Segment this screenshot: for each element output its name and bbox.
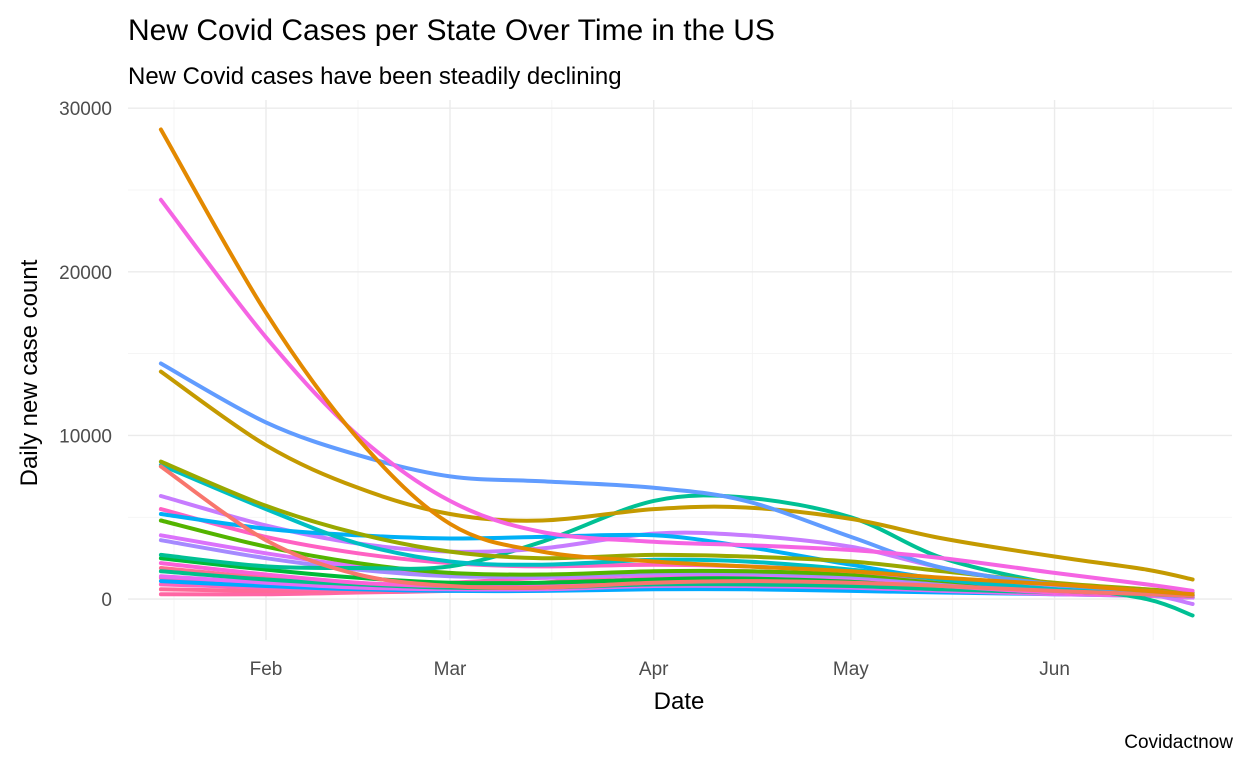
series-line-6 bbox=[158, 464, 1195, 598]
x-tick-label: Jun bbox=[1039, 659, 1070, 680]
y-tick-label: 30000 bbox=[59, 99, 112, 120]
x-tick-label: Mar bbox=[434, 659, 467, 680]
chart-title: New Covid Cases per State Over Time in t… bbox=[128, 14, 775, 47]
y-tick-label: 0 bbox=[101, 590, 112, 611]
grid-layer bbox=[128, 100, 1232, 640]
x-tick-label: Feb bbox=[250, 659, 283, 680]
series-line-4 bbox=[158, 369, 1195, 582]
series-line-1 bbox=[158, 127, 1195, 597]
tick-layer: 0 10000 20000 30000 Feb Mar Apr May Jun bbox=[59, 99, 1070, 680]
x-axis-label: Date bbox=[654, 688, 705, 715]
y-axis-label: Daily new case count bbox=[16, 259, 43, 486]
y-tick-label: 20000 bbox=[59, 263, 112, 284]
series-layer bbox=[158, 127, 1195, 618]
x-tick-label: May bbox=[833, 659, 869, 680]
series-line-2 bbox=[158, 197, 1195, 593]
x-tick-label: Apr bbox=[639, 659, 669, 680]
chart-caption: Covidactnow bbox=[1124, 732, 1233, 753]
chart-subtitle: New Covid cases have been steadily decli… bbox=[128, 63, 622, 90]
y-tick-label: 10000 bbox=[59, 426, 112, 447]
